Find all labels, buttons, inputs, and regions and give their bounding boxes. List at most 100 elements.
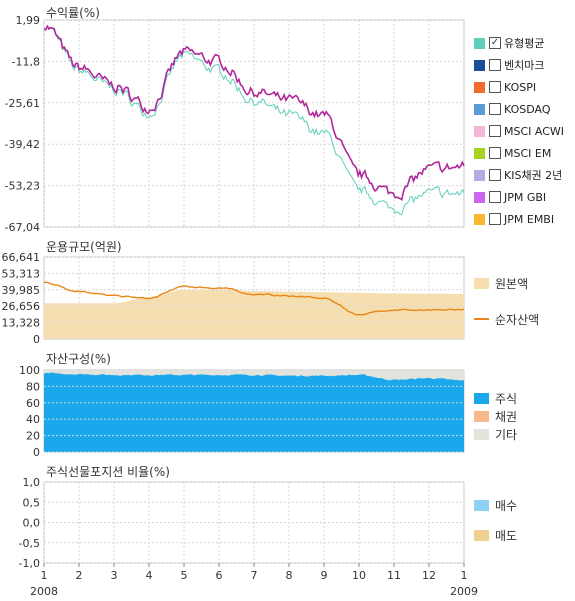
checkbox-icon[interactable] bbox=[489, 169, 501, 181]
returns-chart-title: 수익률(%) bbox=[46, 6, 100, 20]
legend-label: 원본액 bbox=[495, 276, 529, 291]
checkbox-icon[interactable] bbox=[489, 81, 501, 93]
legend-label: MSCI ACWI bbox=[504, 124, 565, 138]
legend-item-jpm-gbi[interactable]: JPM GBI bbox=[474, 186, 564, 208]
x-tick-label: 11 bbox=[387, 569, 401, 582]
x-tick-label: 1 bbox=[461, 569, 468, 582]
x-tick-label: 2 bbox=[76, 569, 83, 582]
y-tick-label-4: -0,5 bbox=[19, 537, 40, 550]
legend-item-benchmark[interactable]: 벤치마크 bbox=[474, 54, 564, 76]
legend-label: 유형평균 bbox=[504, 37, 545, 50]
x-tick-label: 7 bbox=[251, 569, 258, 582]
y-tick-label-4: -1,0 bbox=[19, 557, 40, 570]
legend-swatch bbox=[474, 499, 489, 511]
legend-swatch bbox=[474, 37, 485, 49]
checkbox-icon[interactable] bbox=[489, 125, 501, 137]
y-tick-label-1: -11,8 bbox=[12, 55, 40, 68]
returns-legend: ✓ 유형평균 벤치마크 KOSPI KOSDAQ MSCI ACWI MSCI E… bbox=[474, 32, 564, 230]
checkbox-icon[interactable] bbox=[489, 147, 501, 159]
futures-position-chart-title: 주식선물포지션 비율(%) bbox=[46, 465, 170, 479]
y-tick-label-3: 100 bbox=[19, 364, 40, 377]
legend-item-kosdaq[interactable]: KOSDAQ bbox=[474, 98, 564, 120]
legend-label: JPM EMBI bbox=[504, 212, 555, 226]
net-assets-line bbox=[43, 281, 465, 316]
x-tick-label: 6 bbox=[216, 569, 223, 582]
x-tick-label: 12 bbox=[422, 569, 436, 582]
y-tick-label-4: 1,0 bbox=[23, 476, 41, 489]
x-tick-label: 5 bbox=[181, 569, 188, 582]
y-tick-label-2: 26,656 bbox=[2, 300, 41, 313]
y-tick-label-3: 80 bbox=[26, 380, 40, 393]
y-tick-label-2: 66,641 bbox=[2, 251, 41, 264]
x-end-year-label: 2009 bbox=[450, 585, 478, 598]
legend-label: 순자산액 bbox=[495, 312, 540, 327]
checkbox-icon[interactable] bbox=[489, 191, 501, 203]
y-tick-label-1: -25,61 bbox=[5, 97, 40, 110]
returns-series-line bbox=[43, 24, 465, 201]
fund-size-chart-title: 운용규모(억원) bbox=[46, 240, 122, 254]
asset-composition-legend: 주식 채권 기타 bbox=[474, 389, 517, 443]
legend-item-msci-em[interactable]: MSCI EM bbox=[474, 142, 564, 164]
y-tick-label-1: -53,23 bbox=[5, 180, 40, 193]
legend-swatch bbox=[474, 103, 485, 115]
x-tick-label: 4 bbox=[146, 569, 153, 582]
legend-swatch bbox=[474, 529, 489, 541]
legend-item-net-assets: 순자산액 bbox=[474, 310, 539, 328]
legend-item-jpm-embi[interactable]: JPM EMBI bbox=[474, 208, 564, 230]
legend-label: 벤치마크 bbox=[504, 59, 545, 72]
legend-item-principal: 원본액 bbox=[474, 274, 539, 292]
y-tick-label-4: 0,5 bbox=[23, 496, 41, 509]
returns-series-line bbox=[43, 25, 465, 216]
legend-item-stocks: 주식 bbox=[474, 389, 517, 407]
y-tick-label-3: 60 bbox=[26, 397, 40, 410]
y-tick-label-1: 1,99 bbox=[16, 14, 41, 27]
x-tick-label: 9 bbox=[321, 569, 328, 582]
y-tick-label-2: 39,985 bbox=[2, 284, 41, 297]
y-tick-label-2: 13,328 bbox=[2, 317, 41, 330]
legend-label: JPM GBI bbox=[504, 190, 547, 204]
legend-label: KOSDAQ bbox=[504, 102, 551, 116]
legend-label: MSCI EM bbox=[504, 146, 552, 160]
y-tick-label-3: 0 bbox=[33, 446, 40, 459]
y-tick-label-3: 40 bbox=[26, 413, 40, 426]
legend-item-buy: 매수 bbox=[474, 496, 517, 514]
checkbox-icon[interactable] bbox=[489, 103, 501, 115]
x-start-year-label: 2008 bbox=[30, 585, 58, 598]
legend-item-kis-bond[interactable]: KIS채권 2년 bbox=[474, 164, 564, 186]
legend-label: 주식 bbox=[495, 391, 518, 406]
checkbox-icon[interactable] bbox=[489, 213, 501, 225]
x-tick-label: 3 bbox=[111, 569, 118, 582]
legend-item-msci-acwi[interactable]: MSCI ACWI bbox=[474, 120, 564, 142]
futures-position-legend: 매수 매도 bbox=[474, 496, 517, 544]
y-tick-label-2: 53,313 bbox=[2, 267, 41, 280]
legend-item-bonds: 채권 bbox=[474, 407, 517, 425]
legend-swatch bbox=[474, 392, 489, 404]
legend-item-type-average[interactable]: ✓ 유형평균 bbox=[474, 32, 564, 54]
legend-label: KOSPI bbox=[504, 80, 537, 94]
legend-swatch bbox=[474, 125, 485, 137]
legend-label: KIS채권 2년 bbox=[504, 169, 563, 182]
legend-item-other: 기타 bbox=[474, 425, 517, 443]
legend-swatch bbox=[474, 169, 485, 181]
legend-swatch bbox=[474, 213, 485, 225]
legend-item-sell: 매도 bbox=[474, 526, 517, 544]
legend-line-swatch bbox=[474, 318, 489, 320]
legend-item-kospi[interactable]: KOSPI bbox=[474, 76, 564, 98]
legend-swatch bbox=[474, 410, 489, 422]
legend-swatch bbox=[474, 81, 485, 93]
checkbox-checked-icon[interactable]: ✓ bbox=[489, 37, 501, 49]
y-tick-label-1: -39,42 bbox=[5, 138, 40, 151]
legend-swatch bbox=[474, 428, 489, 440]
plot-frame-1 bbox=[43, 19, 465, 228]
x-tick-label: 1 bbox=[41, 569, 48, 582]
x-tick-label: 10 bbox=[352, 569, 366, 582]
legend-label: 매수 bbox=[495, 498, 518, 513]
x-tick-label: 8 bbox=[286, 569, 293, 582]
y-tick-label-2: 0 bbox=[33, 333, 40, 346]
legend-label: 기타 bbox=[495, 427, 518, 442]
checkbox-icon[interactable] bbox=[489, 59, 501, 71]
stocks-area bbox=[44, 372, 464, 452]
y-tick-label-3: 20 bbox=[26, 430, 40, 443]
legend-swatch bbox=[474, 277, 489, 289]
